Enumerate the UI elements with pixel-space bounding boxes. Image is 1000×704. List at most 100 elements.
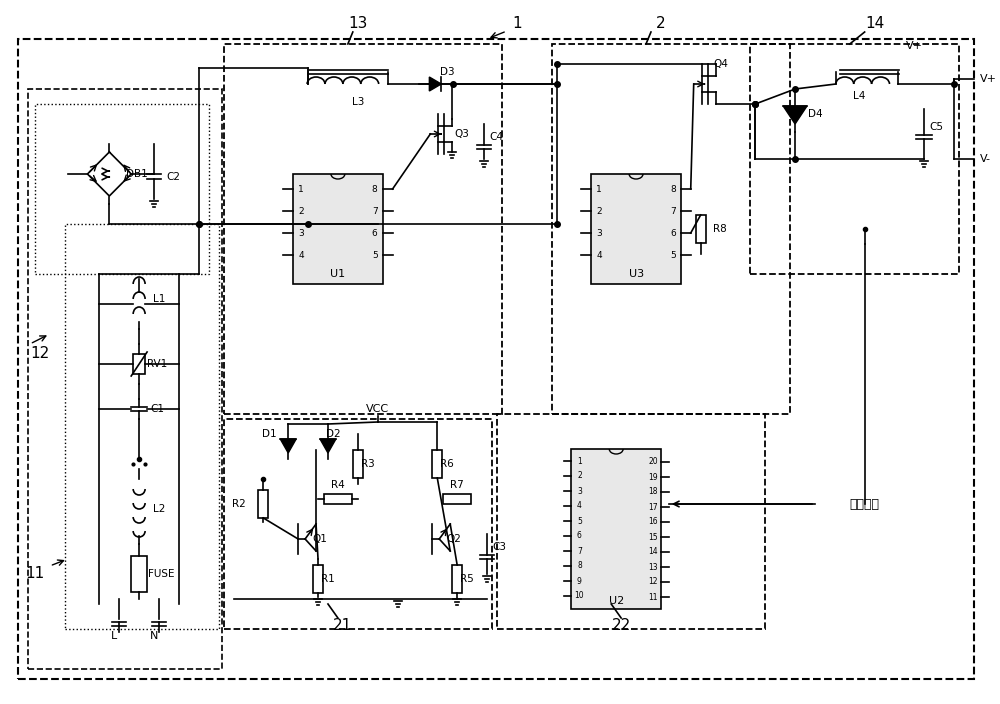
Text: 5: 5 [577, 517, 582, 525]
Text: 7: 7 [577, 546, 582, 555]
Text: 7: 7 [372, 206, 378, 215]
Text: 6: 6 [670, 229, 676, 237]
Text: Q3: Q3 [455, 129, 470, 139]
Text: Q4: Q4 [713, 59, 728, 69]
Text: 8: 8 [577, 562, 582, 570]
Text: D3: D3 [440, 67, 455, 77]
Bar [35, 104, 209, 274]
Text: C5: C5 [929, 122, 943, 132]
Bar [353, 450, 363, 478]
Text: 3: 3 [596, 229, 602, 237]
Bar [432, 450, 442, 478]
Text: 2: 2 [298, 206, 304, 215]
Text: 19: 19 [648, 472, 658, 482]
Text: C4: C4 [489, 132, 503, 142]
Text: 5: 5 [670, 251, 676, 260]
Text: R8: R8 [713, 224, 726, 234]
Text: 4: 4 [596, 251, 602, 260]
Text: U3: U3 [629, 269, 644, 279]
Bar [591, 174, 681, 284]
Bar [224, 419, 492, 629]
Bar [131, 556, 147, 592]
Text: R2: R2 [232, 499, 245, 509]
Text: 22: 22 [612, 619, 631, 634]
Bar [750, 44, 959, 274]
Text: U1: U1 [330, 269, 345, 279]
Bar [28, 89, 222, 669]
Text: 11: 11 [25, 567, 44, 582]
Text: D1: D1 [262, 429, 276, 439]
Text: L3: L3 [352, 97, 364, 107]
Text: 21: 21 [333, 619, 353, 634]
Text: 16: 16 [648, 517, 658, 527]
Text: 12: 12 [30, 346, 49, 361]
Bar [324, 494, 352, 504]
Bar [497, 414, 765, 629]
Bar [313, 565, 323, 593]
Text: R6: R6 [440, 459, 454, 469]
Text: D4: D4 [808, 109, 822, 119]
Text: C1: C1 [150, 404, 164, 414]
Text: R5: R5 [460, 574, 474, 584]
Text: 18: 18 [648, 487, 658, 496]
Bar [293, 174, 383, 284]
Polygon shape [429, 77, 441, 91]
Bar [443, 494, 471, 504]
Text: 9: 9 [577, 577, 582, 586]
Text: 7: 7 [670, 206, 676, 215]
Bar [65, 224, 219, 629]
Text: 14: 14 [865, 16, 884, 32]
Text: C2: C2 [166, 172, 180, 182]
Text: 8: 8 [670, 184, 676, 194]
Text: V-: V- [980, 154, 991, 164]
Text: Q2: Q2 [447, 534, 462, 544]
Text: 8: 8 [372, 184, 378, 194]
Text: 2: 2 [596, 206, 602, 215]
Text: 1: 1 [596, 184, 602, 194]
Text: 3: 3 [577, 486, 582, 496]
Text: V+: V+ [980, 74, 997, 84]
Text: R1: R1 [321, 574, 335, 584]
Text: 17: 17 [648, 503, 658, 512]
Bar [452, 565, 462, 593]
Text: U2: U2 [609, 596, 624, 606]
Text: 2: 2 [577, 472, 582, 481]
Text: 6: 6 [577, 532, 582, 541]
Text: 11: 11 [648, 593, 658, 601]
Text: 10: 10 [575, 591, 584, 601]
Bar [571, 449, 661, 609]
Text: 1: 1 [577, 456, 582, 465]
Text: 13: 13 [648, 562, 658, 572]
Text: L: L [111, 631, 117, 641]
Text: 4: 4 [577, 501, 582, 510]
Text: 1: 1 [512, 16, 522, 32]
Text: 15: 15 [648, 532, 658, 541]
Text: R4: R4 [331, 480, 345, 490]
Text: R7: R7 [450, 480, 464, 490]
Text: V+: V+ [906, 41, 923, 51]
Polygon shape [783, 106, 807, 124]
Text: 13: 13 [348, 16, 367, 32]
Text: 20: 20 [648, 458, 658, 467]
Bar [133, 354, 145, 374]
Text: 6: 6 [372, 229, 378, 237]
Text: RV1: RV1 [147, 359, 167, 369]
Text: 12: 12 [648, 577, 658, 586]
Text: D2: D2 [326, 429, 340, 439]
Text: 2: 2 [656, 16, 666, 32]
Polygon shape [320, 439, 336, 453]
Bar [258, 490, 268, 518]
Text: 4: 4 [298, 251, 304, 260]
Text: 3: 3 [298, 229, 304, 237]
Text: 5: 5 [372, 251, 378, 260]
Text: N: N [150, 631, 158, 641]
Text: R3: R3 [361, 459, 375, 469]
Text: 14: 14 [648, 548, 658, 556]
Polygon shape [280, 439, 296, 453]
Text: L2: L2 [153, 504, 165, 514]
Text: L4: L4 [853, 91, 866, 101]
Text: FUSE: FUSE [148, 569, 174, 579]
Text: C3: C3 [492, 542, 506, 552]
Text: DB1: DB1 [126, 169, 148, 179]
Text: L1: L1 [153, 294, 165, 304]
